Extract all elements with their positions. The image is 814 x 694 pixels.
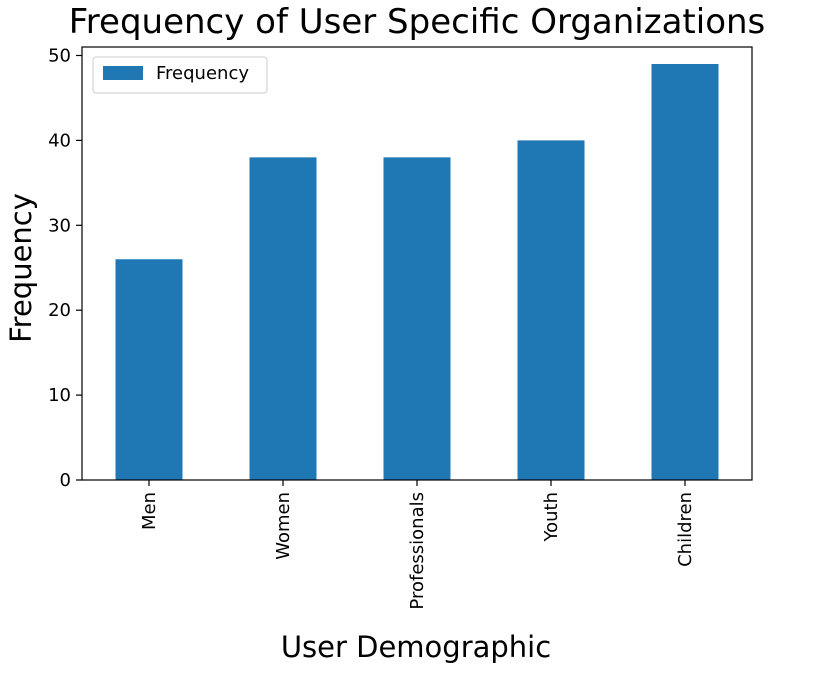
bar-children — [651, 63, 719, 480]
x-tick-label-children: Children — [675, 492, 696, 567]
y-axis: 0 10 20 30 40 50 — [48, 45, 82, 491]
x-axis: Men Women Professionals Youth Children — [139, 480, 696, 610]
x-axis-title: User Demographic — [281, 630, 551, 664]
y-tick-label: 10 — [48, 385, 71, 406]
bar-women — [249, 157, 317, 480]
legend-swatch — [103, 66, 143, 80]
y-tick-label: 50 — [48, 45, 71, 66]
legend-label: Frequency — [156, 63, 249, 84]
y-tick-label: 0 — [60, 470, 71, 491]
y-axis-title: Frequency — [4, 193, 38, 343]
x-tick-label-men: Men — [139, 492, 160, 530]
bar-professionals — [383, 157, 451, 480]
x-tick-label-professionals: Professionals — [407, 492, 428, 610]
legend: Frequency — [92, 56, 268, 94]
bar-youth — [517, 140, 585, 480]
bars-layer — [115, 63, 719, 480]
chart-title: Frequency of User Specific Organizations — [69, 2, 766, 42]
y-tick-label: 40 — [48, 130, 71, 151]
y-tick-label: 20 — [48, 300, 71, 321]
y-tick-label: 30 — [48, 215, 71, 236]
x-tick-label-women: Women — [273, 492, 294, 560]
x-tick-label-youth: Youth — [541, 492, 562, 543]
bar-men — [115, 259, 183, 480]
plot-frame — [81, 46, 753, 481]
